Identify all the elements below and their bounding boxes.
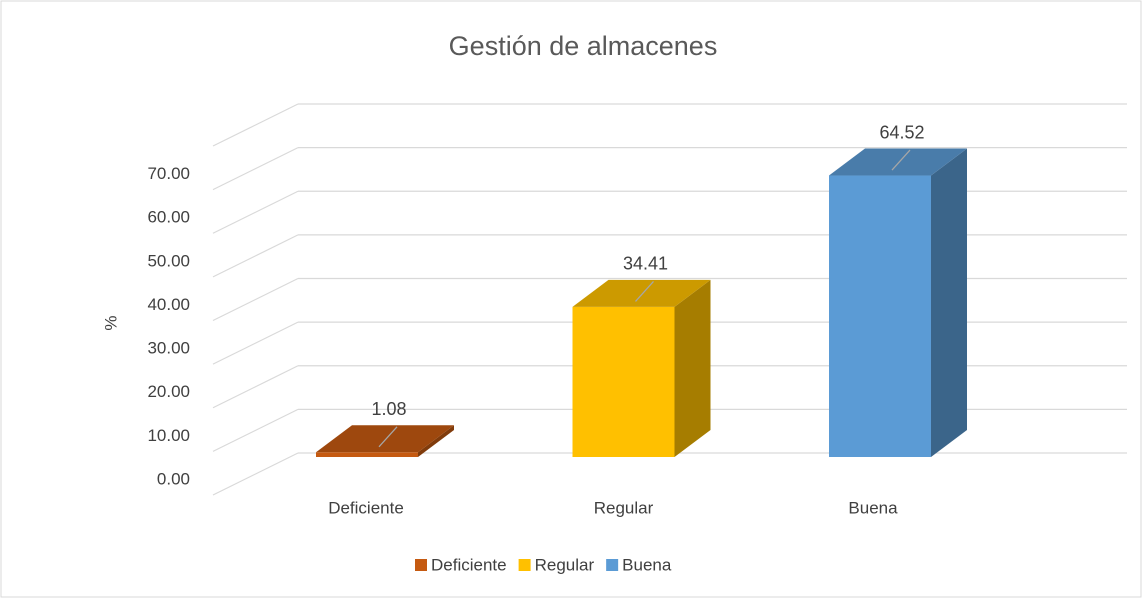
y-tick-label: 40.00 — [147, 295, 190, 314]
bar-side — [674, 279, 711, 457]
grid-line — [212, 408, 299, 452]
x-tick-label: Regular — [594, 498, 654, 517]
y-tick-label: 30.00 — [147, 339, 190, 358]
leader-line — [891, 149, 911, 171]
bar-top — [829, 148, 967, 176]
bar-side — [418, 425, 454, 457]
wall-edge — [212, 103, 299, 147]
data-label: 64.52 — [879, 122, 924, 142]
bar-top — [316, 425, 454, 453]
legend-label: Regular — [535, 555, 595, 574]
y-tick-label: 10.00 — [147, 426, 190, 445]
y-tick-label: 0.00 — [157, 469, 190, 488]
grid-line — [212, 147, 299, 191]
grid-line — [212, 321, 299, 365]
bar-front — [829, 175, 931, 457]
x-tick-label: Deficiente — [328, 498, 404, 517]
chart-title: Gestión de almacenes — [449, 31, 718, 61]
bar-side — [931, 148, 967, 457]
legend-label: Deficiente — [431, 555, 507, 574]
grid-line — [212, 277, 299, 322]
x-tick-label: Buena — [848, 498, 898, 517]
bar-top — [572, 279, 711, 307]
y-tick-label: 60.00 — [147, 208, 190, 227]
bar-front — [316, 452, 418, 457]
y-axis-label: % — [101, 315, 120, 330]
legend-label: Buena — [622, 555, 672, 574]
legend-swatch — [415, 559, 427, 571]
y-tick-label: 20.00 — [147, 382, 190, 401]
grid-line — [212, 190, 299, 234]
leader-line — [378, 426, 398, 448]
data-label: 34.41 — [623, 254, 668, 274]
leader-line — [635, 280, 654, 302]
y-tick-label: 70.00 — [147, 164, 190, 183]
data-label: 1.08 — [371, 399, 406, 419]
y-tick-label: 50.00 — [147, 251, 190, 270]
legend-swatch — [606, 559, 619, 571]
grid-line — [212, 234, 299, 278]
grid-line — [212, 452, 299, 496]
grid-line — [212, 365, 299, 409]
legend-swatch — [518, 559, 531, 571]
bar-front — [572, 306, 675, 457]
